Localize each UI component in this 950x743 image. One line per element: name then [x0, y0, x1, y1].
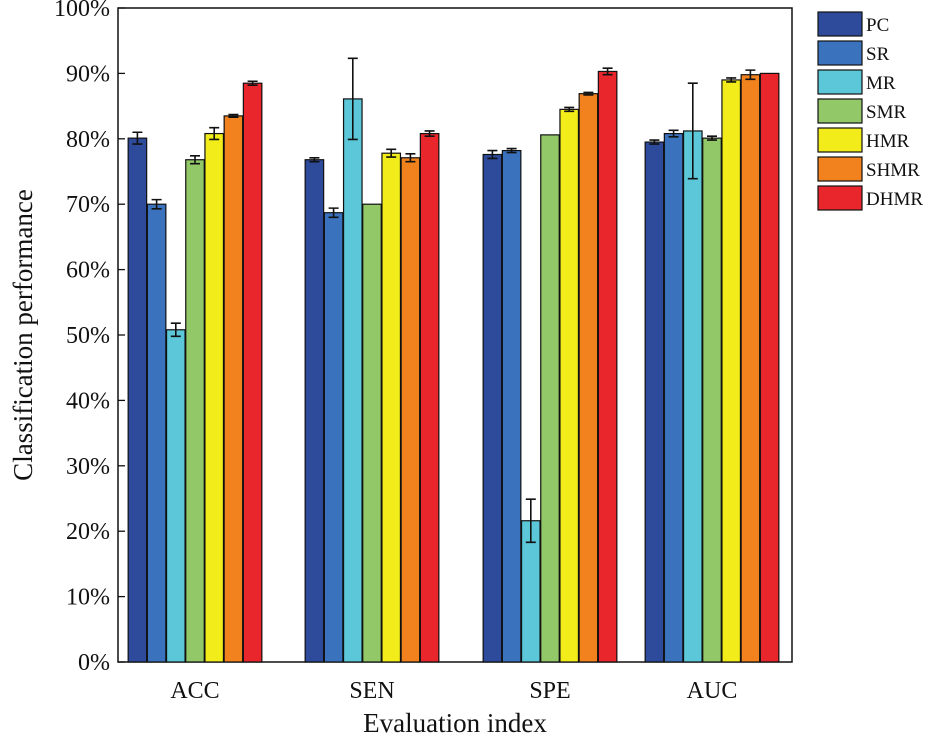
error-bar-pc-sen — [309, 156, 320, 163]
x-tick-label: SPE — [529, 678, 570, 704]
bar-pc-acc — [127, 137, 148, 663]
bar-group-acc — [127, 80, 263, 663]
x-axis-title: Evaluation index — [363, 708, 547, 738]
legend-label-sr: SR — [866, 44, 890, 65]
error-bar-shmr-auc — [745, 69, 756, 81]
legend-label-dhmr: DHMR — [866, 189, 923, 210]
error-bar-dhmr-spe — [602, 67, 613, 76]
legend-swatch-mr — [817, 69, 863, 95]
legend-swatch-shmr — [817, 156, 863, 182]
legend-swatch-smr — [817, 98, 863, 124]
bar-group-sen — [304, 57, 440, 663]
bar-pc-spe — [482, 153, 503, 663]
legend-swatch-hmr — [817, 127, 863, 153]
error-bar-smr-auc — [707, 135, 717, 141]
bar-series — [127, 57, 780, 663]
legend-label-mr: MR — [866, 73, 896, 94]
x-tick-label: SEN — [349, 678, 394, 704]
y-tick-label: 30% — [66, 454, 110, 480]
bar-mr-acc — [165, 329, 186, 663]
bar-hmr-acc — [204, 132, 225, 663]
bar-shmr-auc — [740, 74, 761, 663]
error-bar-dhmr-acc — [247, 80, 258, 86]
bar-hmr-spe — [559, 108, 580, 663]
y-tick-label: 10% — [66, 585, 110, 611]
error-bar-shmr-acc — [228, 113, 239, 119]
error-bar-mr-acc — [170, 322, 181, 338]
bar-pc-auc — [644, 141, 665, 663]
error-bar-sr-acc — [151, 198, 162, 210]
bar-sr-spe — [501, 149, 522, 663]
error-bar-pc-spe — [487, 149, 498, 160]
bar-smr-acc — [185, 159, 205, 663]
y-axis-title: Classification performance — [8, 189, 38, 481]
bar-hmr-auc — [721, 79, 742, 663]
bar-shmr-spe — [578, 93, 599, 663]
bar-hmr-sen — [381, 152, 402, 663]
bar-shmr-acc — [223, 115, 244, 663]
y-axis-ticks: 0% 10% 20% 30% 40% 50% 60% 70% 80% 90% 100% — [54, 0, 125, 676]
error-bar-hmr-sen — [386, 148, 397, 158]
bar-sr-sen — [323, 212, 344, 663]
legend: PC SR MR SMR HMR SHMR DHMR — [809, 8, 947, 214]
bar-dhmr-sen — [419, 132, 440, 663]
x-axis-ticks: ACC SEN SPE AUC — [170, 678, 737, 704]
y-tick-label: 100% — [54, 0, 110, 22]
bar-shmr-sen — [400, 157, 421, 663]
legend-swatch-sr — [817, 40, 863, 66]
y-tick-label: 90% — [66, 61, 110, 87]
error-bar-sr-spe — [506, 147, 517, 154]
y-tick-label: 40% — [66, 388, 110, 414]
legend-swatch-pc — [817, 11, 863, 37]
bar-group-spe — [482, 67, 618, 663]
error-bar-shmr-sen — [405, 153, 416, 163]
error-bar-hmr-acc — [209, 126, 220, 141]
error-bar-hmr-spe — [564, 106, 575, 113]
x-tick-label: AUC — [687, 678, 738, 704]
error-bar-sr-auc — [668, 129, 679, 138]
error-bar-sr-sen — [328, 207, 339, 219]
y-tick-label: 80% — [66, 127, 110, 153]
y-tick-label: 0% — [78, 650, 110, 676]
bar-group-auc — [644, 69, 780, 663]
error-bar-pc-auc — [649, 139, 660, 145]
bar-smr-sen — [362, 203, 382, 663]
y-tick-label: 70% — [66, 192, 110, 218]
y-tick-label: 50% — [66, 323, 110, 349]
bar-mr-auc — [682, 130, 703, 663]
bar-pc-sen — [304, 159, 325, 663]
error-bar-mr-sen — [347, 57, 358, 141]
bar-smr-auc — [702, 137, 722, 663]
bar-smr-spe — [540, 134, 560, 663]
x-tick-label: ACC — [170, 678, 219, 704]
legend-label-shmr: SHMR — [866, 160, 920, 181]
error-bar-smr-acc — [190, 155, 200, 165]
bar-sr-acc — [146, 203, 167, 663]
y-tick-label: 20% — [66, 519, 110, 545]
legend-label-pc: PC — [866, 15, 889, 36]
bar-dhmr-acc — [242, 82, 263, 663]
legend-swatch-dhmr — [817, 185, 863, 211]
legend-label-hmr: HMR — [866, 131, 910, 152]
bar-sr-auc — [663, 132, 684, 663]
error-bar-dhmr-sen — [424, 130, 435, 137]
legend-label-smr: SMR — [866, 102, 906, 123]
bar-dhmr-spe — [597, 70, 618, 663]
bar-mr-sen — [342, 98, 363, 663]
error-bar-mr-auc — [687, 82, 698, 180]
error-bar-hmr-auc — [726, 77, 737, 83]
error-bar-mr-spe — [525, 498, 536, 544]
error-bar-shmr-spe — [583, 91, 594, 96]
error-bar-pc-acc — [132, 131, 143, 145]
y-tick-label: 60% — [66, 258, 110, 284]
bar-dhmr-auc — [759, 72, 780, 663]
